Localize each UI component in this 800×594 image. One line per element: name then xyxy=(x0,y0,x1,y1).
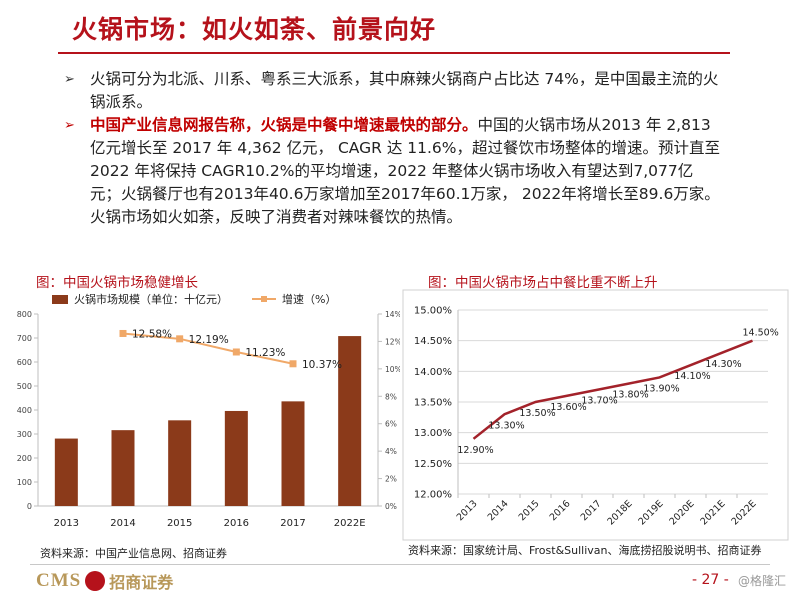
y2-tick-label: 14% xyxy=(385,310,400,319)
bullet-list: ➢ 火锅可分为北派、川系、粤系三大派系，其中麻辣火锅商户占比达 74%，是中国最… xyxy=(64,68,724,229)
market-size-bar xyxy=(224,410,248,506)
bullet-item-1: ➢ 火锅可分为北派、川系、粤系三大派系，其中麻辣火锅商户占比达 74%，是中国最… xyxy=(64,68,724,114)
x-tick-label: 2015 xyxy=(167,518,192,529)
y2-tick-label: 2% xyxy=(385,475,397,484)
market-size-chart: 火锅市场规模（单位：十亿元） 增速（%） 0 100 200 300 400 500 600 7… xyxy=(17,292,400,529)
y-tick-label: 15.00% xyxy=(414,306,452,317)
x-tick-label: 2022E xyxy=(334,518,366,529)
share-data-label: 13.70% xyxy=(581,396,617,407)
legend-line-marker xyxy=(261,296,267,302)
y-tick-label: 700 xyxy=(17,334,32,343)
growth-rate-marker xyxy=(289,360,297,368)
x-tick-label: 2021E xyxy=(698,498,727,527)
y2-tick-label: 8% xyxy=(385,392,397,401)
x-tick-label: 2015 xyxy=(517,498,542,523)
page-number: - 27 - xyxy=(692,572,729,588)
bullet-item-2: ➢ 中国产业信息网报告称，火锅是中餐中增速最快的部分。中国的火锅市场从2013 … xyxy=(64,114,724,229)
market-size-bar xyxy=(281,401,305,506)
y2-tick-label: 12% xyxy=(385,337,400,346)
y-tick-label: 13.00% xyxy=(414,428,452,439)
y-tick-label: 800 xyxy=(17,310,32,319)
growth-rate-label: 12.19% xyxy=(189,334,229,346)
x-tick-label: 2016 xyxy=(548,498,573,523)
y2-tick-label: 4% xyxy=(385,447,397,456)
bullet-body: 中国的火锅市场从2013 年 2,813 亿元增长至 2017 年 4,362 … xyxy=(90,116,720,226)
growth-rate-label: 10.37% xyxy=(302,359,342,371)
x-tick-label: 2017 xyxy=(280,518,305,529)
growth-rate-label: 12.58% xyxy=(132,328,172,340)
x-tick-label: 2014 xyxy=(110,518,135,529)
x-tick-label: 2013 xyxy=(54,518,79,529)
cms-logo: CMS 招商证券 xyxy=(36,569,173,593)
market-size-bar xyxy=(54,438,78,506)
share-data-label: 14.50% xyxy=(743,328,779,339)
x-tick-label: 2017 xyxy=(579,498,604,523)
x-tick-label: 2014 xyxy=(486,498,511,523)
y-tick-label: 600 xyxy=(17,358,32,367)
growth-rate-marker xyxy=(119,329,127,337)
share-data-label: 13.50% xyxy=(519,408,555,419)
y2-tick-label: 0% xyxy=(385,502,397,511)
growth-rate-marker xyxy=(232,348,240,356)
share-data-label: 13.90% xyxy=(643,383,679,394)
arrow-bullet-icon: ➢ xyxy=(64,72,75,87)
market-size-bar xyxy=(168,420,192,506)
footer-divider xyxy=(30,564,770,565)
x-tick-label: 2019E xyxy=(636,498,665,527)
share-data-label: 14.10% xyxy=(674,371,710,382)
chart2-source: 资料来源：国家统计局、Frost&Sullivan、海底捞招股说明书、招商证券 xyxy=(408,544,762,557)
page-title: 火锅市场：如火如荼、前景向好 xyxy=(72,15,437,44)
share-data-label: 13.80% xyxy=(612,390,648,401)
y-tick-label: 300 xyxy=(17,430,32,439)
chart1-caption: 图：中国火锅市场稳健增长 xyxy=(36,275,198,291)
y-tick-label: 14.50% xyxy=(414,336,452,347)
growth-rate-marker xyxy=(176,335,184,343)
y2-tick-label: 6% xyxy=(385,420,397,429)
y-tick-label: 12.00% xyxy=(414,490,452,501)
x-tick-label: 2016 xyxy=(224,518,249,529)
growth-rate-line xyxy=(122,332,294,365)
share-data-label: 13.60% xyxy=(550,402,586,413)
y2-tick-label: 10% xyxy=(385,365,400,374)
y-tick-label: 13.50% xyxy=(414,398,452,409)
bullet-text-2: 中国产业信息网报告称，火锅是中餐中增速最快的部分。中国的火锅市场从2013 年 … xyxy=(90,114,724,229)
bullet-text-1: 火锅可分为北派、川系、粤系三大派系，其中麻辣火锅商户占比达 74%，是中国最主流… xyxy=(90,70,719,111)
legend-bar-label: 火锅市场规模（单位：十亿元） xyxy=(74,292,228,306)
y-tick-label: 500 xyxy=(17,382,32,391)
share-data-label: 12.90% xyxy=(457,445,493,456)
legend-line-label: 增速（%） xyxy=(282,292,336,306)
y-tick-label: 0 xyxy=(27,502,32,511)
share-data-label: 13.30% xyxy=(488,420,524,431)
watermark: @格隆汇 xyxy=(738,574,787,588)
chart1-source: 资料来源：中国产业信息网、招商证券 xyxy=(40,547,227,560)
logo-text: CMS xyxy=(36,570,82,591)
growth-rate-label: 11.23% xyxy=(245,347,285,359)
arrow-bullet-icon: ➢ xyxy=(64,118,75,133)
share-data-label: 14.30% xyxy=(705,359,741,370)
y-tick-label: 200 xyxy=(17,454,32,463)
market-share-chart: 12.00% 12.50% 13.00% 13.50% 14.00% 14.50% 15.0… xyxy=(402,289,789,541)
market-size-bar xyxy=(338,336,362,506)
x-tick-label: 2018E xyxy=(605,498,634,527)
y-tick-label: 400 xyxy=(17,406,32,415)
share-line xyxy=(472,339,753,440)
x-tick-label: 2020E xyxy=(667,498,696,527)
bullet-highlight: 中国产业信息网报告称，火锅是中餐中增速最快的部分。 xyxy=(90,116,478,134)
chart-frame xyxy=(402,289,789,541)
logo-cn-text: 招商证券 xyxy=(109,573,174,592)
logo-emblem-icon xyxy=(85,571,106,591)
market-size-bar xyxy=(111,430,135,506)
x-tick-label: 2022E xyxy=(729,498,758,527)
x-tick-label: 2013 xyxy=(455,498,480,523)
y-tick-label: 14.00% xyxy=(414,367,452,378)
y-tick-label: 100 xyxy=(17,478,32,487)
chart2-caption: 图：中国火锅市场占中餐比重不断上升 xyxy=(428,275,658,291)
title-divider xyxy=(58,52,730,54)
y-tick-label: 12.50% xyxy=(414,459,452,470)
legend-bar-swatch xyxy=(52,295,68,304)
